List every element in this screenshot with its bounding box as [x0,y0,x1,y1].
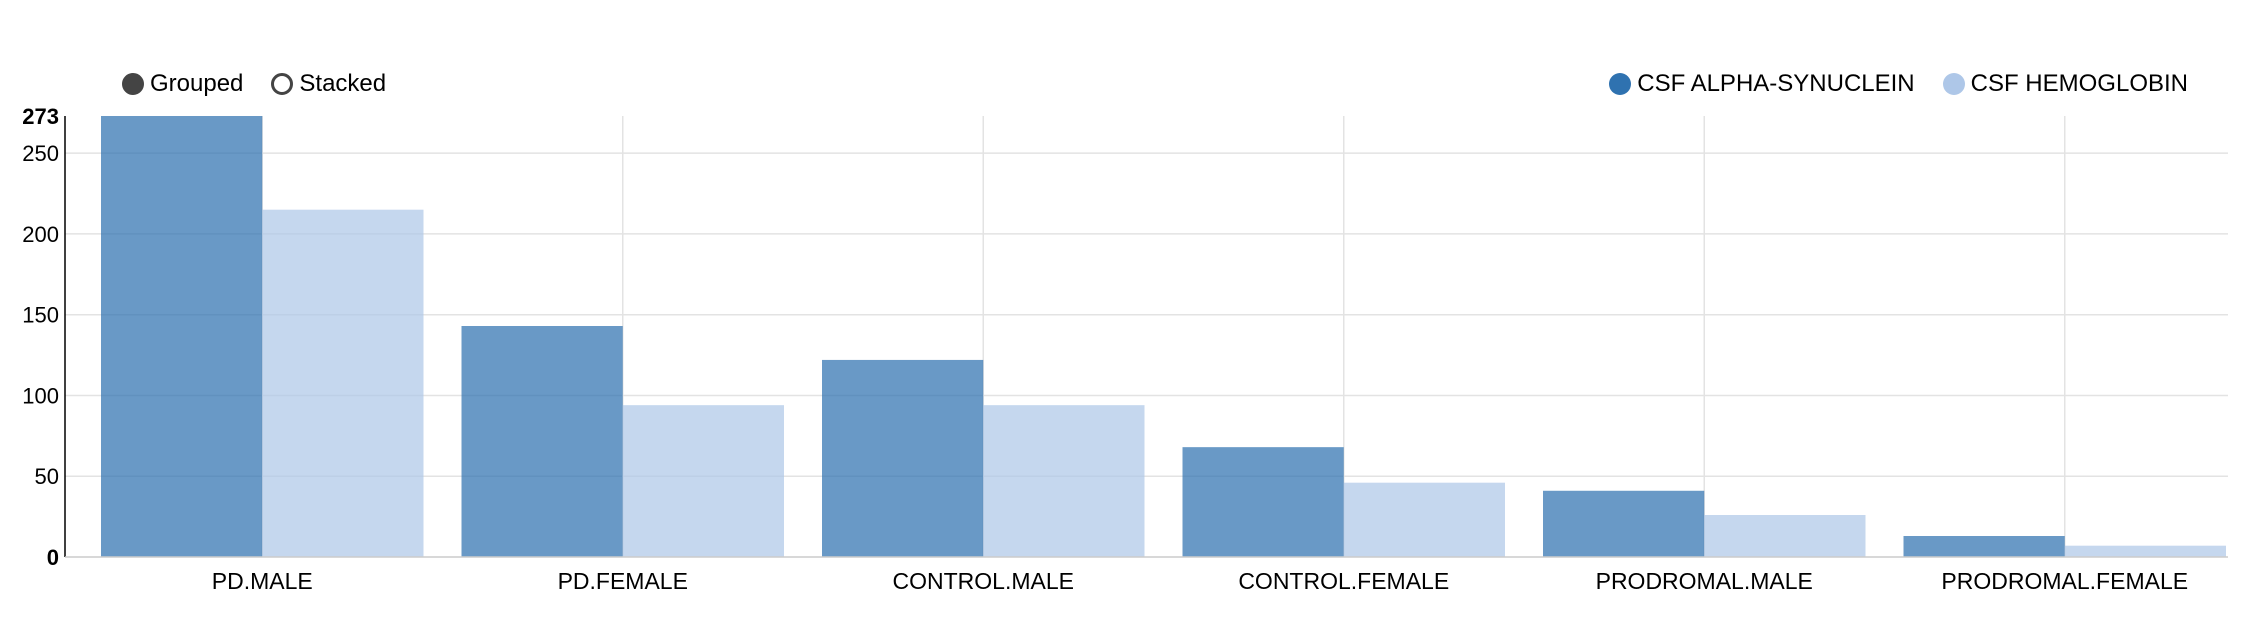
chart-mode-controls: Grouped Stacked [122,70,386,98]
y-tick-label-4: 200 [22,222,59,247]
y-tick-label-3: 150 [22,303,59,328]
bar-alpha-synuclein-5 [1903,536,2065,557]
y-tick-label-0: 0 [47,545,59,570]
bar-alpha-synuclein-3 [1182,447,1344,557]
bar-alpha-synuclein-2 [822,359,984,557]
bar-hemoglobin-5 [2064,545,2226,557]
stacked-radio-icon [271,73,294,95]
x-tick-label-2: CONTROL.MALE [893,568,1074,594]
x-tick-label-4: PRODROMAL.MALE [1596,568,1813,594]
stacked-toggle[interactable]: Stacked [271,70,386,98]
bar-hemoglobin-1 [622,405,784,557]
legend-item-hemoglobin[interactable]: CSF HEMOGLOBIN [1942,70,2188,98]
bar-hemoglobin-0 [262,209,424,557]
legend: CSF ALPHA-SYNUCLEIN CSF HEMOGLOBIN [1609,70,2188,98]
bar-alpha-synuclein-4 [1543,490,1705,557]
legend-swatch-hemoglobin [1942,73,1965,95]
y-tick-label-2: 100 [22,383,59,408]
y-tick-label-1: 50 [35,464,59,489]
grouped-radio-icon [122,73,144,95]
bar-hemoglobin-2 [983,405,1145,557]
grouped-label: Grouped [150,70,244,97]
bar-alpha-synuclein-1 [461,326,623,557]
x-tick-label-1: PD.FEMALE [558,568,688,594]
legend-label-hemoglobin: CSF HEMOGLOBIN [1970,70,2188,97]
bar-hemoglobin-3 [1343,482,1505,557]
y-tick-label-5: 250 [22,141,59,166]
bar-hemoglobin-4 [1704,515,1866,557]
x-tick-label-5: PRODROMAL.FEMALE [1941,568,2188,594]
bar-alpha-synuclein-0 [101,116,263,557]
x-tick-label-3: CONTROL.FEMALE [1238,568,1449,594]
legend-swatch-alpha-synuclein [1609,73,1632,95]
x-tick-label-0: PD.MALE [212,568,313,594]
stacked-label: Stacked [299,70,387,97]
grouped-toggle[interactable]: Grouped [122,70,243,98]
legend-item-alpha-synuclein[interactable]: CSF ALPHA-SYNUCLEIN [1609,70,1915,98]
legend-label-alpha-synuclein: CSF ALPHA-SYNUCLEIN [1637,70,1915,97]
y-tick-label-6: 273 [22,104,59,129]
